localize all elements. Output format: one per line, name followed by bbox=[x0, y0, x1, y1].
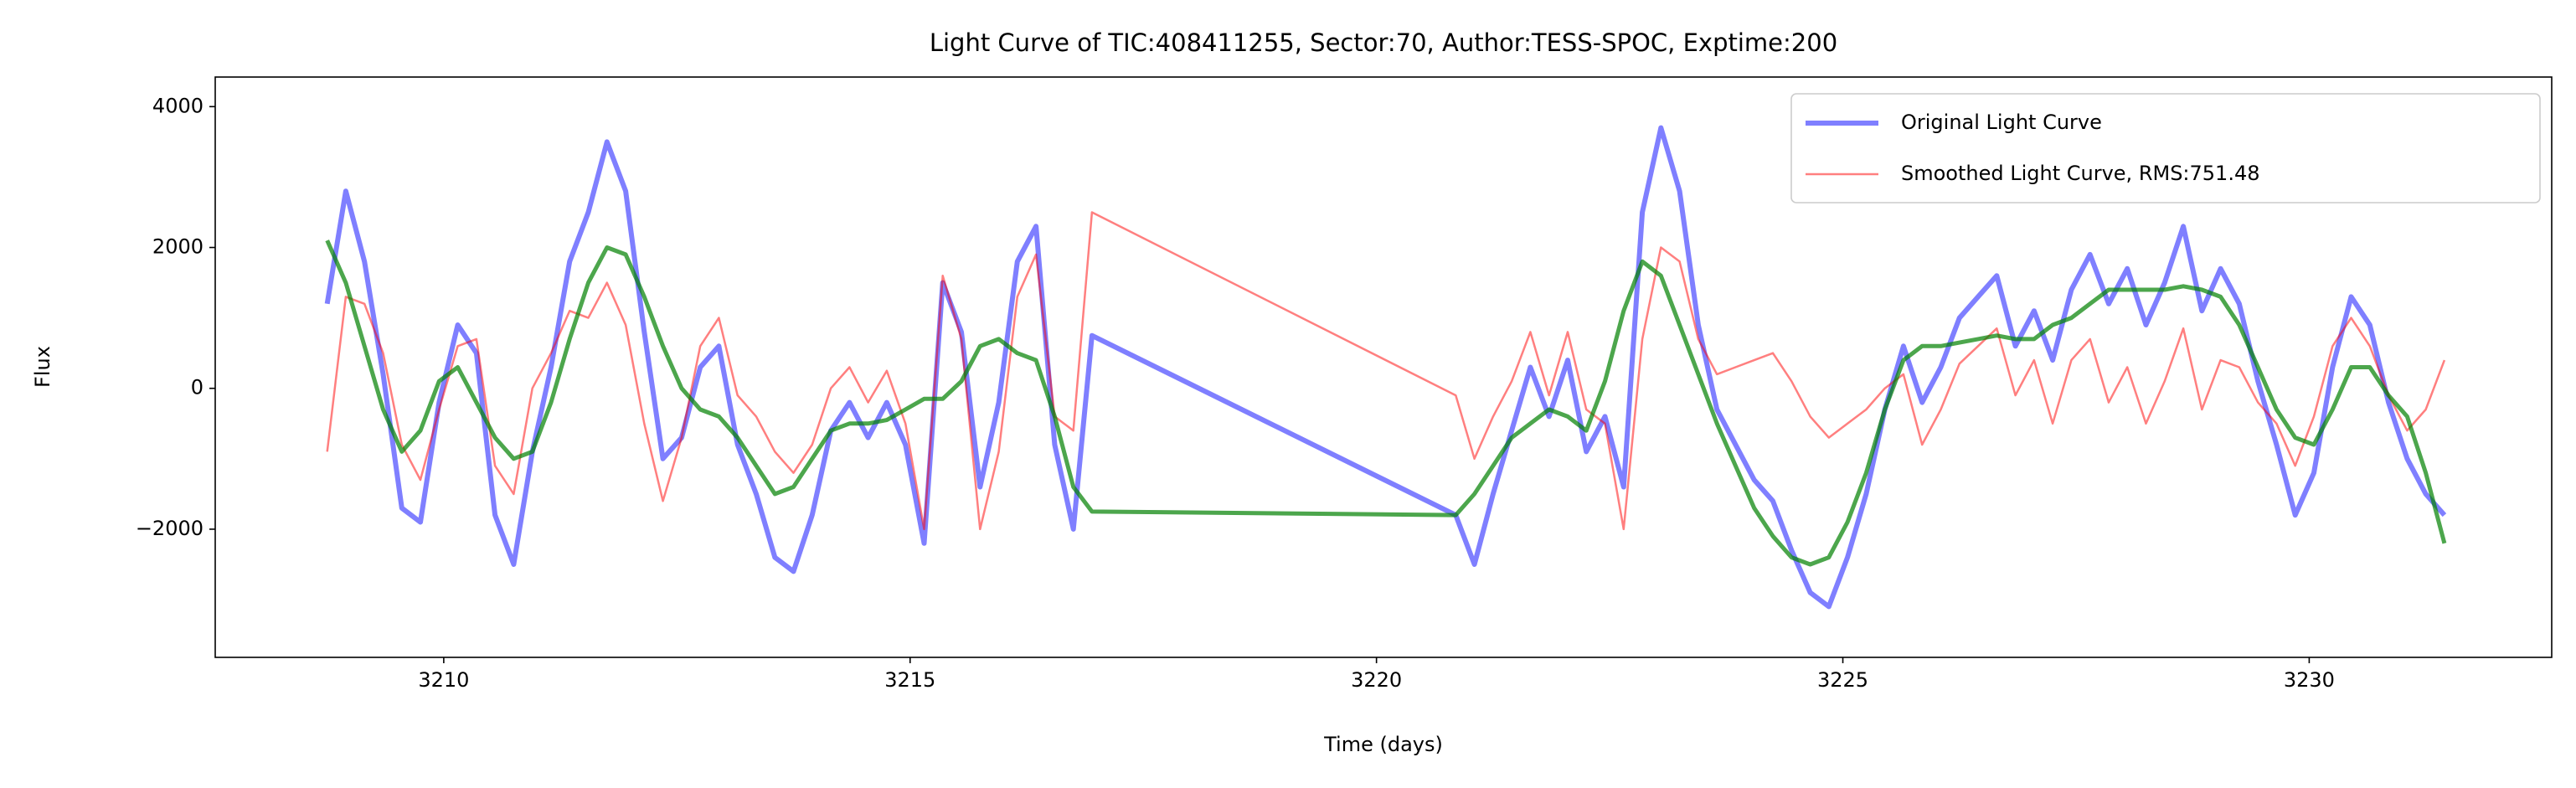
series-line bbox=[324, 125, 2447, 610]
x-tick-label: 3230 bbox=[2284, 668, 2335, 692]
legend-box bbox=[1790, 93, 2541, 203]
series-line bbox=[325, 239, 2447, 567]
legend-label: Original Light Curve bbox=[1901, 111, 2102, 134]
x-tick-label: 3220 bbox=[1351, 668, 1402, 692]
plot-frame bbox=[214, 76, 2553, 658]
y-tick-label: 0 bbox=[191, 376, 204, 399]
x-axis-label: Time (days) bbox=[1323, 733, 1443, 756]
y-tick-label: 2000 bbox=[152, 235, 204, 259]
chart-title: Light Curve of TIC:408411255, Sector:70,… bbox=[930, 28, 1837, 57]
series-line bbox=[326, 211, 2446, 531]
x-tick-label: 3210 bbox=[418, 668, 469, 692]
x-tick-label: 3225 bbox=[1817, 668, 1868, 692]
legend-label: Smoothed Light Curve, RMS:751.48 bbox=[1901, 162, 2260, 185]
x-tick-label: 3215 bbox=[884, 668, 935, 692]
y-tick-label: 4000 bbox=[152, 94, 204, 117]
y-tick-label: −2000 bbox=[136, 517, 204, 540]
y-axis-label: Flux bbox=[31, 346, 54, 388]
